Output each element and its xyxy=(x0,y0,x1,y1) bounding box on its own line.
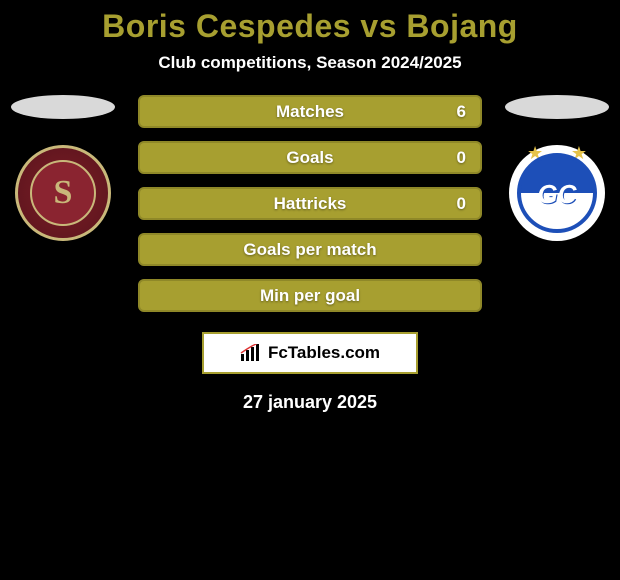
club-logo-initial: S xyxy=(30,160,96,226)
stat-label: Min per goal xyxy=(260,286,360,306)
stat-value-right: 6 xyxy=(457,102,466,122)
player-photo-placeholder-left xyxy=(11,95,115,119)
footer-date: 27 january 2025 xyxy=(243,392,377,413)
page-subtitle: Club competitions, Season 2024/2025 xyxy=(158,53,461,73)
club-logo-grasshopper: ★ ★ GC xyxy=(509,145,605,241)
stats-column: Matches 6 Goals 0 Hattricks 0 Goals per … xyxy=(130,95,490,312)
player-photo-placeholder-right xyxy=(505,95,609,119)
stat-row-goals: Goals 0 xyxy=(138,141,482,174)
stat-value-right: 0 xyxy=(457,148,466,168)
club-logo-initials: GC xyxy=(538,179,577,210)
bar-chart-icon xyxy=(240,344,262,362)
club-logo-inner: GC xyxy=(517,153,597,233)
stat-row-matches: Matches 6 xyxy=(138,95,482,128)
stat-label: Matches xyxy=(276,102,344,122)
stat-row-hattricks: Hattricks 0 xyxy=(138,187,482,220)
left-player-column: S xyxy=(8,95,118,241)
stat-row-min-per-goal: Min per goal xyxy=(138,279,482,312)
right-player-column: ★ ★ GC xyxy=(502,95,612,241)
main-row: S Matches 6 Goals 0 Hattricks 0 Goals pe… xyxy=(0,95,620,312)
stat-label: Goals xyxy=(286,148,333,168)
stat-label: Goals per match xyxy=(243,240,376,260)
stat-row-goals-per-match: Goals per match xyxy=(138,233,482,266)
brand-box: FcTables.com xyxy=(202,332,418,374)
stat-label: Hattricks xyxy=(274,194,347,214)
brand-text: FcTables.com xyxy=(268,343,380,363)
page-title: Boris Cespedes vs Bojang xyxy=(102,8,518,45)
club-logo-servette: S xyxy=(15,145,111,241)
stat-value-right: 0 xyxy=(457,194,466,214)
comparison-card: Boris Cespedes vs Bojang Club competitio… xyxy=(0,0,620,413)
